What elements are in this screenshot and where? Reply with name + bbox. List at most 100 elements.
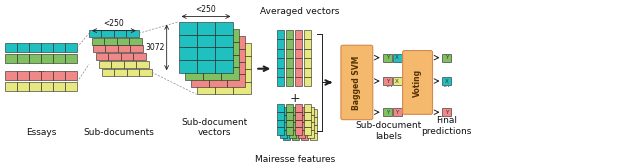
Text: Y: Y bbox=[385, 79, 389, 83]
Bar bbox=[301, 110, 308, 117]
Bar bbox=[292, 125, 299, 133]
Text: Sub-documents: Sub-documents bbox=[83, 128, 154, 137]
Bar bbox=[215, 60, 234, 73]
Text: X: X bbox=[445, 79, 449, 83]
Bar bbox=[286, 68, 293, 77]
Bar bbox=[29, 43, 41, 52]
Bar bbox=[191, 36, 209, 49]
Bar bbox=[191, 62, 209, 74]
Text: Y: Y bbox=[445, 110, 449, 115]
Bar bbox=[184, 55, 203, 67]
Bar bbox=[277, 127, 284, 135]
Bar bbox=[89, 30, 102, 37]
Bar bbox=[304, 127, 311, 135]
Bar bbox=[310, 117, 317, 125]
Bar bbox=[295, 112, 302, 120]
Bar bbox=[197, 22, 215, 35]
Bar bbox=[99, 61, 111, 68]
Bar bbox=[118, 45, 131, 52]
Bar bbox=[102, 69, 115, 76]
Bar bbox=[277, 120, 284, 127]
Bar bbox=[93, 45, 106, 52]
Bar bbox=[203, 67, 221, 80]
Bar bbox=[29, 54, 41, 62]
Bar bbox=[301, 125, 308, 133]
Bar bbox=[283, 133, 290, 141]
Bar bbox=[286, 112, 293, 120]
Text: ...: ... bbox=[37, 65, 45, 74]
Bar bbox=[233, 82, 252, 94]
Bar bbox=[289, 115, 296, 122]
Bar bbox=[17, 82, 29, 91]
Bar bbox=[124, 61, 136, 68]
Bar bbox=[17, 54, 29, 62]
Bar bbox=[277, 68, 284, 77]
Bar bbox=[442, 54, 451, 62]
Text: X: X bbox=[396, 55, 399, 60]
Bar bbox=[307, 122, 314, 130]
Bar bbox=[298, 122, 305, 130]
Bar bbox=[310, 125, 317, 133]
Bar bbox=[196, 82, 215, 94]
Bar bbox=[280, 115, 287, 122]
Bar bbox=[106, 45, 118, 52]
Bar bbox=[227, 62, 245, 74]
Bar bbox=[215, 43, 233, 56]
Bar bbox=[221, 55, 239, 67]
Text: X: X bbox=[396, 79, 399, 83]
Bar bbox=[304, 58, 311, 68]
Bar bbox=[298, 130, 305, 138]
Bar bbox=[5, 54, 17, 62]
Text: Y: Y bbox=[396, 110, 399, 115]
FancyBboxPatch shape bbox=[403, 51, 433, 114]
Bar bbox=[286, 30, 293, 39]
Bar bbox=[215, 56, 233, 69]
Bar bbox=[227, 49, 245, 62]
Bar bbox=[215, 47, 234, 60]
Bar bbox=[286, 39, 293, 49]
Bar bbox=[383, 77, 392, 85]
Bar bbox=[295, 120, 302, 127]
Bar bbox=[277, 39, 284, 49]
Bar bbox=[17, 43, 29, 52]
Bar bbox=[5, 82, 17, 91]
Bar bbox=[393, 108, 402, 116]
Bar bbox=[136, 61, 148, 68]
Bar bbox=[197, 60, 215, 73]
Bar bbox=[41, 82, 53, 91]
Bar bbox=[286, 120, 293, 127]
Bar bbox=[5, 71, 17, 80]
Bar bbox=[383, 54, 392, 62]
Bar bbox=[383, 108, 392, 116]
Bar bbox=[307, 130, 314, 138]
Bar bbox=[286, 104, 293, 112]
Bar bbox=[304, 30, 311, 39]
Bar bbox=[301, 117, 308, 125]
Bar bbox=[298, 107, 305, 115]
Bar bbox=[295, 49, 302, 58]
Text: Y: Y bbox=[385, 55, 389, 60]
Bar bbox=[179, 47, 197, 60]
Bar bbox=[111, 61, 124, 68]
Bar bbox=[127, 69, 140, 76]
Bar bbox=[65, 71, 77, 80]
Bar bbox=[286, 58, 293, 68]
Bar bbox=[65, 82, 77, 91]
Text: ...: ... bbox=[442, 80, 451, 89]
Bar bbox=[295, 127, 302, 135]
Bar bbox=[41, 43, 53, 52]
Text: Sub-document
vectors: Sub-document vectors bbox=[182, 118, 248, 137]
Bar bbox=[197, 35, 215, 47]
Bar bbox=[129, 38, 142, 45]
Bar bbox=[179, 22, 197, 35]
Bar bbox=[277, 77, 284, 86]
Bar bbox=[197, 47, 215, 60]
Text: Voting: Voting bbox=[413, 68, 422, 96]
Bar bbox=[92, 38, 104, 45]
Bar bbox=[209, 62, 227, 74]
Text: 3072: 3072 bbox=[145, 43, 164, 52]
Bar bbox=[53, 54, 65, 62]
Bar bbox=[108, 53, 121, 60]
Bar bbox=[292, 133, 299, 141]
Bar bbox=[191, 49, 209, 62]
